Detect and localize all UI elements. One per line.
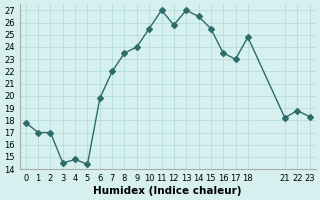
X-axis label: Humidex (Indice chaleur): Humidex (Indice chaleur) (93, 186, 242, 196)
